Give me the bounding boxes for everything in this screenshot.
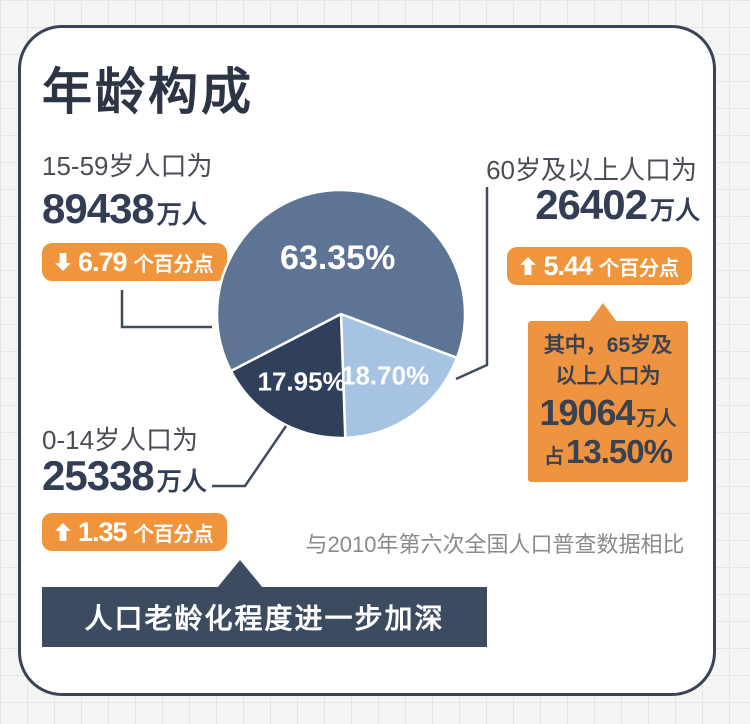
children-change-value: 1.35: [78, 516, 128, 547]
comparison-note: 与2010年第六次全国人口普查数据相比: [305, 532, 685, 557]
callout-share-prefix: 占: [544, 446, 565, 469]
elderly-label: 60岁及以上人口为: [486, 155, 697, 185]
callout-line2: 以上人口为: [555, 364, 661, 388]
arrow-down-icon: [55, 253, 71, 271]
children-change-badge: 1.35 个百分点: [42, 513, 227, 551]
elderly-number: 26402: [535, 181, 648, 228]
working-age-value: 89438 万人: [42, 188, 207, 231]
callout-number: 19064: [539, 391, 635, 433]
working-age-change-suffix: 个百分点: [133, 253, 214, 276]
callout-share-value: 13.50%: [566, 433, 673, 471]
callout-pointer-icon: [589, 303, 617, 322]
elderly-change-badge: 5.44 个百分点: [507, 247, 692, 285]
footer-banner: 人口老龄化程度进一步加深: [42, 587, 487, 647]
working-age-label: 15-59岁人口为: [42, 151, 213, 181]
working-age-unit: 万人: [156, 201, 207, 229]
children-value: 25338 万人: [42, 455, 207, 498]
children-change-suffix: 个百分点: [133, 523, 214, 546]
pie-label-60岁及以上: 18.70%: [341, 361, 429, 391]
elderly-value: 26402 万人: [535, 184, 700, 227]
callout-unit: 万人: [636, 407, 677, 430]
arrow-up-icon: [55, 523, 71, 541]
pie-slice-60岁及以上: [339, 312, 459, 440]
callout-value-line: 19064 万人: [528, 393, 688, 433]
working-age-change-value: 6.79: [78, 246, 128, 277]
arrow-up-icon: [520, 257, 537, 275]
children-number: 25338: [42, 452, 155, 499]
children-label: 0-14岁人口为: [42, 425, 199, 455]
elderly-change-suffix: 个百分点: [599, 257, 679, 280]
pie-label-0-14岁: 17.95%: [258, 367, 346, 397]
page-title: 年龄构成: [42, 64, 254, 120]
elderly-65-callout: 其中，65岁及 以上人口为 19064 万人 占 13.50%: [528, 321, 688, 482]
elderly-change-value: 5.44: [543, 250, 593, 281]
banner-pointer-icon: [217, 560, 263, 588]
children-unit: 万人: [156, 468, 207, 496]
elderly-unit: 万人: [649, 197, 700, 225]
working-age-change-badge: 6.79 个百分点: [42, 243, 227, 281]
pie-slice-0-14岁: [229, 312, 347, 440]
pie-chart: 18.70%17.95% 63.35%: [215, 188, 467, 440]
callout-line1: 其中，65岁及: [543, 334, 673, 358]
callout-share-line: 占 13.50%: [528, 433, 688, 471]
pie-label-15-59岁: 63.35%: [280, 239, 395, 277]
working-age-number: 89438: [42, 185, 155, 232]
